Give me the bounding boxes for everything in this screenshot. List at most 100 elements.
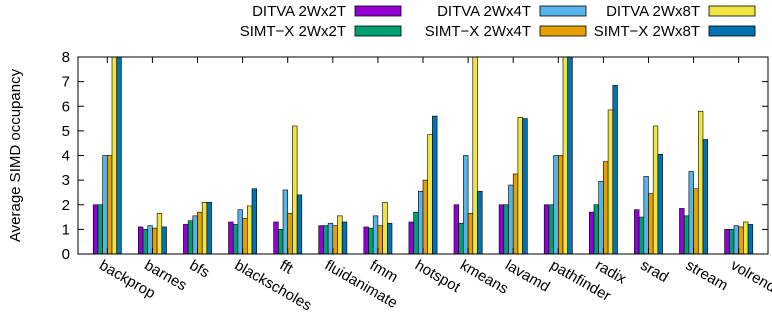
- y-tick-label: 5: [62, 123, 70, 140]
- bar: [161, 226, 167, 255]
- bar: [743, 221, 749, 255]
- legend-label: DITVA 2Wx4T: [437, 3, 531, 20]
- y-tick-label: 6: [62, 98, 70, 115]
- bar: [318, 225, 324, 255]
- y-tick-label: 2: [62, 197, 70, 214]
- y-tick-label: 1: [62, 221, 70, 238]
- bar: [282, 189, 289, 255]
- bar: [603, 161, 609, 255]
- bar: [702, 139, 708, 255]
- bar: [463, 155, 469, 255]
- legend-swatch: [354, 5, 402, 17]
- bar: [292, 125, 298, 255]
- bar: [337, 215, 343, 255]
- bar: [332, 225, 338, 255]
- x-tick-label: kmeans: [457, 257, 511, 298]
- x-tick-label: volrend: [728, 257, 772, 296]
- bar: [728, 229, 735, 255]
- bar: [323, 225, 329, 255]
- bar: [147, 225, 153, 255]
- bar: [747, 224, 754, 255]
- y-tick-label: 8: [62, 49, 70, 66]
- legend-label: DITVA 2Wx2T: [252, 3, 346, 20]
- bar: [273, 221, 279, 255]
- bar: [498, 204, 505, 255]
- legend-label: SIMT−X 2Wx2T: [240, 23, 346, 40]
- bar: [503, 204, 509, 255]
- bar: [197, 211, 203, 255]
- bar: [593, 204, 599, 255]
- bar: [97, 204, 103, 255]
- bar: [152, 227, 158, 255]
- plot-frame: [77, 56, 769, 255]
- bar: [648, 193, 654, 255]
- bar: [368, 227, 374, 255]
- bar: [458, 222, 464, 255]
- legend-swatch: [708, 5, 756, 17]
- bar: [738, 226, 744, 255]
- y-tick-label: 0: [62, 246, 70, 263]
- bars: [92, 56, 754, 255]
- y-axis-title: Average SIMD occupancy: [7, 68, 24, 242]
- bar: [278, 229, 284, 255]
- x-tick-label: fft: [277, 257, 297, 278]
- x-tick-label: blackscholes: [232, 257, 315, 315]
- bar: [287, 213, 293, 255]
- bar: [522, 118, 528, 255]
- bar: [693, 188, 699, 255]
- bar: [422, 179, 428, 255]
- bar: [733, 225, 739, 255]
- bar: [598, 181, 604, 255]
- bar: [679, 208, 685, 255]
- bar: [363, 226, 369, 255]
- bar: [543, 204, 550, 255]
- bar: [142, 229, 149, 255]
- x-tick-label: hotspot: [412, 257, 464, 297]
- bar: [228, 221, 234, 255]
- bar: [107, 155, 113, 255]
- legend-swatch: [708, 25, 756, 37]
- bar: [232, 224, 239, 255]
- bar: [643, 176, 649, 255]
- legend-label: DITVA 2Wx8T: [606, 3, 700, 20]
- legend: DITVA 2Wx2T SIMT−X 2Wx2T DITVA 2Wx4T SIMT−X…: [240, 3, 756, 40]
- legend-label: SIMT−X 2Wx4T: [425, 23, 531, 40]
- bar: [477, 190, 483, 255]
- bar: [472, 56, 478, 255]
- bar: [612, 85, 618, 255]
- legend-swatch: [354, 25, 402, 37]
- bar: [382, 201, 388, 255]
- bar: [427, 134, 433, 255]
- bar: [432, 115, 438, 255]
- y-tick-label: 3: [62, 172, 70, 189]
- bar: [548, 204, 554, 255]
- bar: [634, 209, 640, 255]
- bar: [652, 125, 659, 255]
- bar: [638, 216, 645, 255]
- bar: [111, 56, 118, 255]
- legend-swatch: [539, 5, 587, 17]
- bar: [183, 224, 189, 255]
- y-axis: 0 1 2 3 4 5 6 7 8: [62, 49, 768, 263]
- bar: [92, 204, 99, 255]
- bar: [377, 225, 383, 255]
- bar: [251, 188, 258, 255]
- bar: [453, 204, 459, 255]
- x-tick-label: stream: [683, 257, 731, 295]
- bar: [512, 173, 519, 255]
- legend-label: SIMT−X 2Wx8T: [594, 23, 700, 40]
- bar: [206, 201, 212, 255]
- bar: [517, 117, 523, 255]
- bar: [562, 56, 568, 255]
- bar: [192, 215, 198, 255]
- x-tick-label: bfs: [187, 257, 213, 282]
- bar: [341, 221, 348, 255]
- bar: [588, 211, 595, 255]
- bar: [657, 153, 663, 255]
- y-tick-label: 4: [62, 148, 70, 165]
- bar: [242, 217, 248, 255]
- bar: [386, 222, 393, 255]
- x-tick-label: srad: [638, 257, 672, 286]
- bar: [156, 213, 163, 255]
